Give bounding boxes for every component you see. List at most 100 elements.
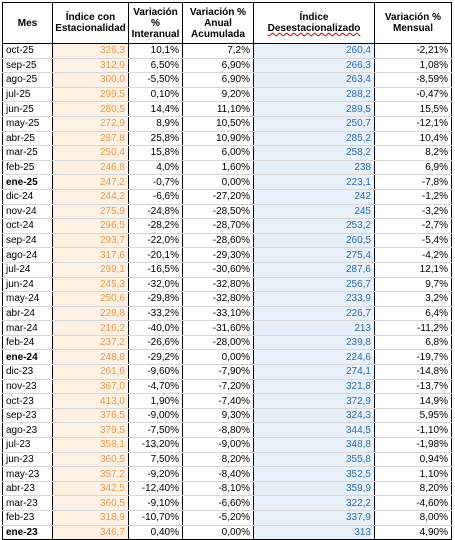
table-row: jun-23 360,5 7,50% 8,20% 355,8 0,94% bbox=[2, 452, 452, 468]
cell-indice-desestacionalizado: 260,5 bbox=[253, 233, 375, 249]
cell-variacion-mensual: -2,21% bbox=[374, 43, 452, 59]
table-row: may-24 250,6 -29,8% -32,80% 233,9 3,2% bbox=[2, 291, 452, 307]
table-row: dic-24 244,2 -6,6% -27,20% 242 -1,2% bbox=[2, 189, 452, 205]
cell-mes: ene-24 bbox=[2, 349, 53, 366]
cell-variacion-mensual: -5,4% bbox=[374, 233, 452, 249]
cell-indice-estacionalidad: 342,5 bbox=[52, 481, 129, 497]
header-row: Mes Índice con Estacionalidad Variación … bbox=[2, 2, 452, 44]
table-row: ago-25 300,0 -5,50% 6,90% 263,4 -8,59% bbox=[2, 72, 452, 88]
cell-indice-desestacionalizado: 274,1 bbox=[253, 364, 375, 380]
cell-variacion-mensual: -0,47% bbox=[374, 87, 452, 103]
cell-variacion-mensual: 4,90% bbox=[374, 525, 452, 540]
cell-variacion-mensual: 5,95% bbox=[374, 408, 452, 424]
cell-variacion-anual-acumulada: -8,40% bbox=[182, 466, 254, 482]
cell-indice-desestacionalizado: 253,2 bbox=[253, 218, 375, 234]
cell-indice-estacionalidad: 287,8 bbox=[52, 131, 129, 147]
cell-variacion-anual-acumulada: -28,60% bbox=[182, 233, 254, 249]
cell-mes: jun-25 bbox=[2, 101, 53, 117]
cell-mes: mar-25 bbox=[2, 145, 53, 161]
cell-variacion-mensual: 1,08% bbox=[374, 58, 452, 74]
cell-variacion-anual-acumulada: -6,60% bbox=[182, 495, 254, 511]
cell-indice-desestacionalizado: 250,7 bbox=[253, 116, 375, 132]
cell-variacion-interanual: -29,2% bbox=[128, 349, 183, 366]
cell-mes: ene-23 bbox=[2, 525, 53, 540]
cell-variacion-anual-acumulada: -28,00% bbox=[182, 335, 254, 351]
header-indice-desestacionalizado-prefix: Índice bbox=[299, 12, 329, 23]
cell-variacion-mensual: -4,2% bbox=[374, 247, 452, 263]
table-row: may-25 272,9 8,9% 10,50% 250,7 -12,1% bbox=[2, 116, 452, 132]
cell-indice-desestacionalizado: 226,7 bbox=[253, 306, 375, 322]
header-mes: Mes bbox=[2, 2, 53, 44]
cell-variacion-mensual: -19,7% bbox=[374, 349, 452, 366]
cell-variacion-interanual: -0,7% bbox=[128, 174, 183, 190]
table-row: abr-25 287,8 25,8% 10,90% 285,2 10,4% bbox=[2, 131, 452, 147]
cell-variacion-anual-acumulada: -8,10% bbox=[182, 481, 254, 497]
cell-variacion-anual-acumulada: -28,70% bbox=[182, 218, 254, 234]
cell-mes: ago-25 bbox=[2, 72, 53, 88]
cell-variacion-anual-acumulada: 10,50% bbox=[182, 116, 254, 132]
cell-variacion-mensual: 15,5% bbox=[374, 101, 452, 117]
cell-indice-estacionalidad: 246,8 bbox=[52, 160, 129, 176]
cell-variacion-mensual: -13,7% bbox=[374, 379, 452, 395]
cell-indice-estacionalidad: 318,9 bbox=[52, 510, 129, 526]
table-body: oct-25 326,3 10,1% 7,2% 260,4 -2,21% sep-25 312… bbox=[2, 43, 452, 540]
cell-indice-desestacionalizado: 260,4 bbox=[253, 43, 375, 59]
cell-variacion-interanual: 15,8% bbox=[128, 145, 183, 161]
cell-variacion-interanual: -24,8% bbox=[128, 204, 183, 220]
cell-mes: feb-25 bbox=[2, 160, 53, 176]
header-variacion-anual-acumulada: Variación % Anual Acumulada bbox=[182, 2, 254, 44]
cell-indice-estacionalidad: 376,5 bbox=[52, 408, 129, 424]
cell-indice-estacionalidad: 360,5 bbox=[52, 452, 129, 468]
cell-indice-estacionalidad: 413,0 bbox=[52, 393, 129, 409]
cell-variacion-anual-acumulada: 7,2% bbox=[182, 43, 254, 59]
cell-variacion-interanual: -32,0% bbox=[128, 277, 183, 293]
cell-variacion-anual-acumulada: -31,60% bbox=[182, 320, 254, 336]
cell-indice-desestacionalizado: 285,2 bbox=[253, 131, 375, 147]
cell-variacion-mensual: 6,8% bbox=[374, 335, 452, 351]
cell-variacion-interanual: -9,60% bbox=[128, 364, 183, 380]
cell-indice-desestacionalizado: 321,8 bbox=[253, 379, 375, 395]
cell-indice-desestacionalizado: 372,9 bbox=[253, 393, 375, 409]
cell-variacion-interanual: 1,90% bbox=[128, 393, 183, 409]
cell-variacion-interanual: -29,8% bbox=[128, 291, 183, 307]
cell-variacion-anual-acumulada: 6,90% bbox=[182, 58, 254, 74]
cell-variacion-anual-acumulada: 6,00% bbox=[182, 145, 254, 161]
cell-indice-desestacionalizado: 224,6 bbox=[253, 349, 375, 366]
table-row: feb-23 318,9 -10,70% -5,20% 337,9 8,00% bbox=[2, 510, 452, 526]
table-row: sep-25 312,9 6,50% 6,90% 266,3 1,08% bbox=[2, 58, 452, 74]
cell-indice-desestacionalizado: 233,9 bbox=[253, 291, 375, 307]
cell-mes: jul-23 bbox=[2, 437, 53, 453]
cell-indice-estacionalidad: 293,7 bbox=[52, 233, 129, 249]
cell-indice-estacionalidad: 299,1 bbox=[52, 262, 129, 278]
cell-indice-estacionalidad: 326,3 bbox=[52, 43, 129, 59]
header-indice-estacionalidad: Índice con Estacionalidad bbox=[52, 2, 129, 44]
cell-indice-desestacionalizado: 256,7 bbox=[253, 277, 375, 293]
cell-indice-estacionalidad: 280,5 bbox=[52, 101, 129, 117]
table-row: sep-24 293,7 -22,0% -28,60% 260,5 -5,4% bbox=[2, 233, 452, 249]
cell-variacion-mensual: -4,60% bbox=[374, 495, 452, 511]
cell-indice-desestacionalizado: 223,1 bbox=[253, 174, 375, 190]
cell-variacion-interanual: -9,10% bbox=[128, 495, 183, 511]
cell-variacion-interanual: 0,40% bbox=[128, 525, 183, 540]
cell-variacion-mensual: -1,10% bbox=[374, 422, 452, 439]
header-indice-desestacionalizado-word: Desestacionalizado bbox=[267, 23, 361, 34]
cell-indice-desestacionalizado: 287,6 bbox=[253, 262, 375, 278]
cell-variacion-mensual: 10,4% bbox=[374, 131, 452, 147]
cell-variacion-interanual: -5,50% bbox=[128, 72, 183, 88]
table-row: sep-23 376,5 -9,00% 9,30% 324,3 5,95% bbox=[2, 408, 452, 424]
cell-indice-estacionalidad: 346,7 bbox=[52, 525, 129, 540]
cell-indice-desestacionalizado: 289,5 bbox=[253, 101, 375, 117]
table-row: ene-23 346,7 0,40% 0,00% 313 4,90% bbox=[2, 525, 452, 540]
cell-variacion-anual-acumulada: -7,40% bbox=[182, 393, 254, 409]
cell-variacion-mensual: 6,9% bbox=[374, 160, 452, 176]
cell-mes: ene-25 bbox=[2, 174, 53, 190]
cell-indice-desestacionalizado: 337,9 bbox=[253, 510, 375, 526]
table-row: jun-24 245,3 -32,0% -32,80% 256,7 9,7% bbox=[2, 277, 452, 293]
cell-variacion-interanual: 25,8% bbox=[128, 131, 183, 147]
table-row: ago-23 379,5 -7,50% -8,80% 344,5 -1,10% bbox=[2, 422, 452, 439]
table-row: nov-23 367,0 -4,70% -7,20% 321,8 -13,7% bbox=[2, 379, 452, 395]
cell-variacion-anual-acumulada: -33,10% bbox=[182, 306, 254, 322]
cell-indice-estacionalidad: 250,6 bbox=[52, 291, 129, 307]
cell-variacion-anual-acumulada: -5,20% bbox=[182, 510, 254, 526]
